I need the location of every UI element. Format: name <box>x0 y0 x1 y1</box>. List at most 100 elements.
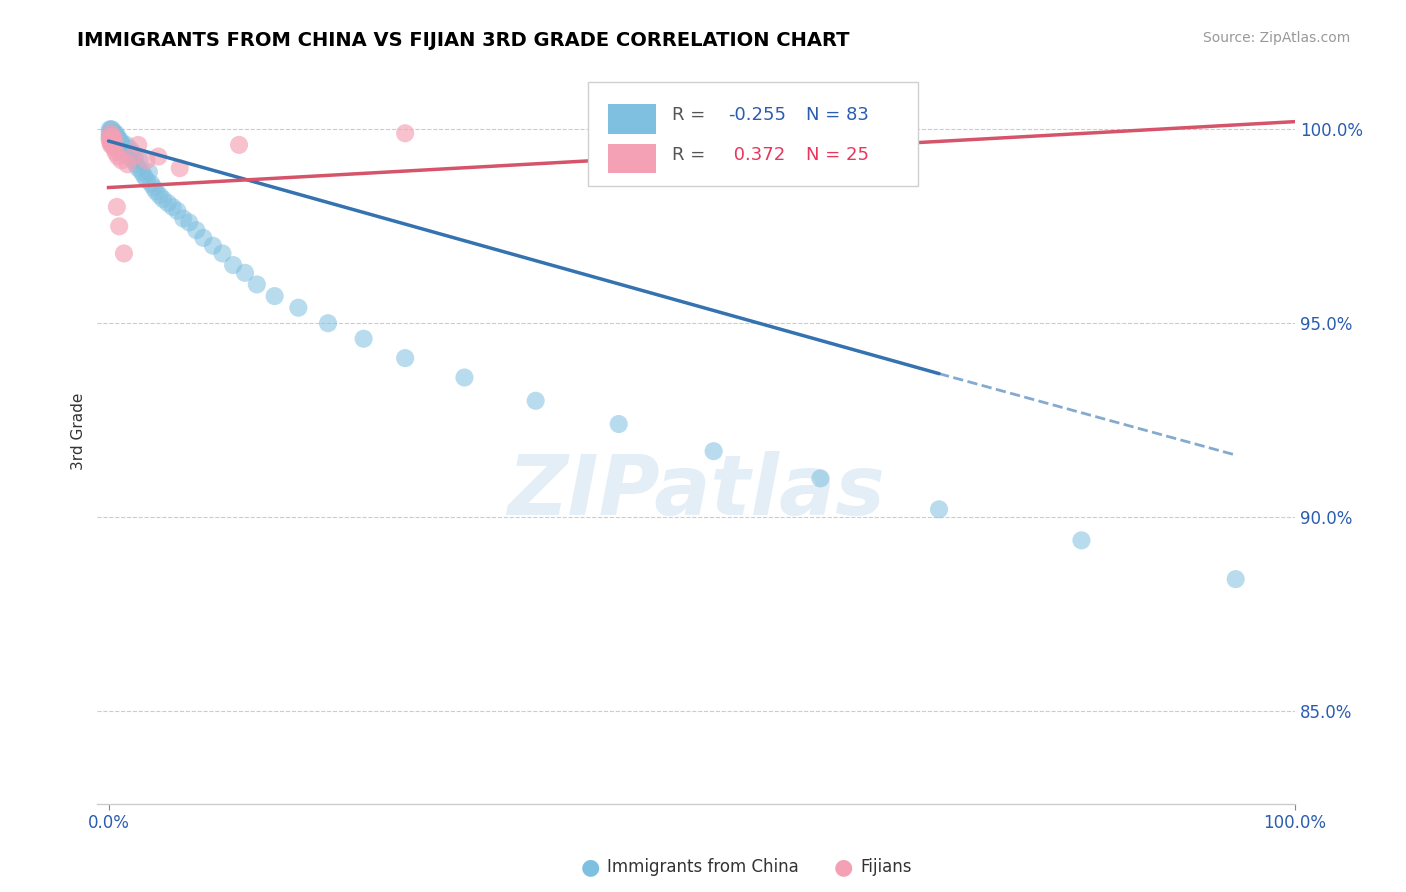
Point <box>104 134 127 148</box>
Point <box>108 134 131 148</box>
Point <box>107 137 129 152</box>
Point <box>810 471 832 485</box>
Point <box>117 145 139 160</box>
Point <box>105 200 128 214</box>
Point <box>145 185 167 199</box>
Text: IMMIGRANTS FROM CHINA VS FIJIAN 3RD GRADE CORRELATION CHART: IMMIGRANTS FROM CHINA VS FIJIAN 3RD GRAD… <box>77 31 849 50</box>
Point <box>108 137 131 152</box>
Text: Source: ZipAtlas.com: Source: ZipAtlas.com <box>1202 31 1350 45</box>
Point <box>186 223 208 237</box>
Point <box>100 134 122 148</box>
Point <box>134 169 156 183</box>
Point <box>103 134 125 148</box>
Text: ●: ● <box>834 857 853 877</box>
Point <box>524 393 547 408</box>
Point <box>111 137 134 152</box>
Point <box>98 126 121 140</box>
Point <box>121 145 143 160</box>
FancyBboxPatch shape <box>609 104 657 134</box>
Point <box>103 130 125 145</box>
Point <box>127 137 149 152</box>
Point <box>103 137 125 152</box>
Point <box>152 192 174 206</box>
Point <box>103 134 125 148</box>
Point <box>222 258 245 272</box>
Point <box>141 177 163 191</box>
Point <box>104 145 127 160</box>
Point <box>121 149 143 163</box>
Point <box>179 215 201 229</box>
Point <box>263 289 285 303</box>
Text: Fijians: Fijians <box>860 858 912 876</box>
Point <box>107 130 129 145</box>
Point <box>211 246 233 260</box>
Text: -0.255: -0.255 <box>728 106 786 124</box>
Point <box>287 301 309 315</box>
Point <box>103 130 125 145</box>
Point <box>108 219 131 234</box>
Point <box>100 134 122 148</box>
Point <box>316 316 339 330</box>
Point <box>125 157 148 171</box>
Point <box>111 142 134 156</box>
Text: ●: ● <box>581 857 600 877</box>
Point <box>110 153 132 168</box>
Point <box>607 417 630 431</box>
Point <box>100 137 122 152</box>
Point <box>142 180 165 194</box>
Y-axis label: 3rd Grade: 3rd Grade <box>72 393 86 470</box>
Point <box>101 134 124 148</box>
Point <box>101 122 124 136</box>
Point <box>105 130 128 145</box>
Point <box>233 266 256 280</box>
Point <box>193 231 215 245</box>
Point <box>110 137 132 152</box>
Point <box>101 130 124 145</box>
Point <box>101 130 124 145</box>
Point <box>112 145 135 160</box>
Point <box>703 444 725 458</box>
Point <box>110 142 132 156</box>
Point <box>114 142 136 156</box>
Point <box>1225 572 1247 586</box>
Point <box>172 211 194 226</box>
Point <box>131 165 153 179</box>
Point <box>117 157 139 171</box>
Text: R =: R = <box>672 146 711 164</box>
Point <box>105 134 128 148</box>
Point <box>103 130 125 145</box>
Point <box>138 165 160 179</box>
Point <box>148 188 170 202</box>
Point <box>246 277 269 292</box>
Point <box>1070 533 1092 548</box>
Point <box>98 122 121 136</box>
Text: R =: R = <box>672 106 711 124</box>
Point <box>103 142 125 156</box>
FancyBboxPatch shape <box>588 82 918 186</box>
Point <box>353 332 375 346</box>
Point <box>394 126 416 140</box>
FancyBboxPatch shape <box>609 144 657 173</box>
Point <box>101 137 124 152</box>
Point <box>166 203 188 218</box>
Point <box>112 246 135 260</box>
Point <box>156 196 179 211</box>
Point <box>103 126 125 140</box>
Point <box>104 130 127 145</box>
Point <box>115 145 138 160</box>
Point <box>103 126 125 140</box>
Point <box>394 351 416 365</box>
Point <box>135 153 157 168</box>
Text: N = 83: N = 83 <box>806 106 869 124</box>
Point <box>104 137 127 152</box>
Point <box>128 153 150 168</box>
Point <box>100 122 122 136</box>
Text: Immigrants from China: Immigrants from China <box>607 858 799 876</box>
Point <box>124 149 146 163</box>
Point <box>162 200 184 214</box>
Point <box>100 126 122 140</box>
Point <box>107 149 129 163</box>
Point <box>110 137 132 152</box>
Point <box>135 173 157 187</box>
Point <box>101 126 124 140</box>
